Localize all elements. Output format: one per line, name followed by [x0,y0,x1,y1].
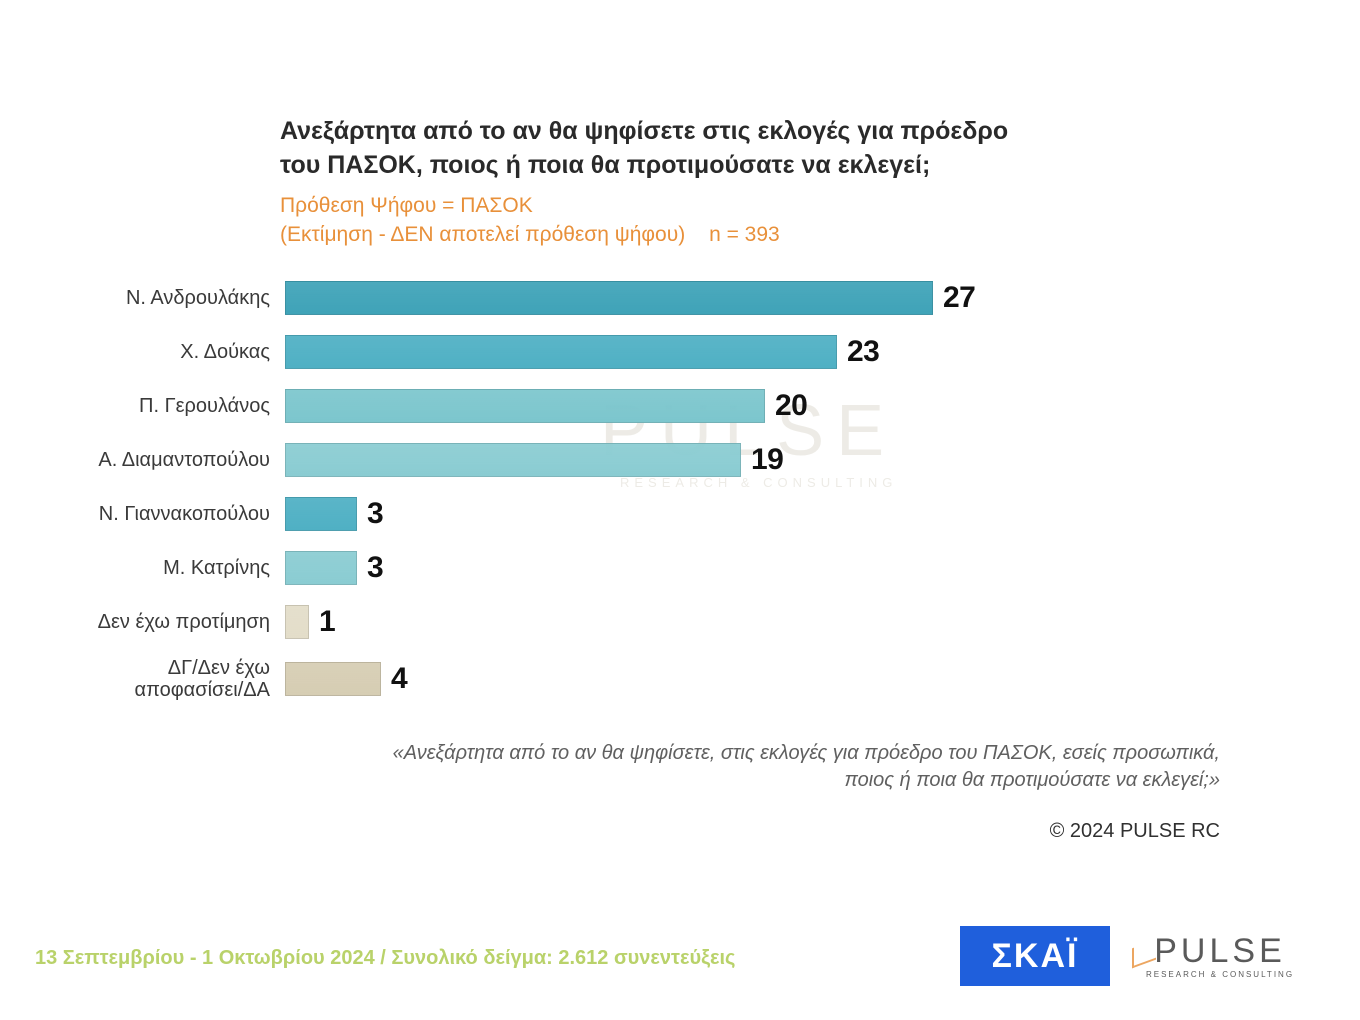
bar-value: 3 [367,551,383,585]
category-label: Ν. Ανδρουλάκης [70,287,285,309]
chart-title: Ανεξάρτητα από το αν θα ψηφίσετε στις εκ… [280,115,1030,183]
question-text: «Ανεξάρτητα από το αν θα ψηφίσετε, στις … [350,740,1220,794]
bar-track: 4 [285,662,1220,696]
chart-row: Χ. Δούκας 23 [70,329,1220,374]
bar [285,281,933,315]
chart-row: Δεν έχω προτίμηση 1 [70,599,1220,644]
copyright: © 2024 PULSE RC [1050,820,1220,843]
bar-track: 19 [285,443,1220,477]
bar-track: 27 [285,281,1220,315]
chart-row: Α. Διαμαντοπούλου 19 [70,437,1220,482]
title-block: Ανεξάρτητα από το αν θα ψηφίσετε στις εκ… [280,115,1030,249]
chart-row: Ν. Γιαννακοπούλου 3 [70,491,1220,536]
skai-logo-text: ΣΚΑΪ [992,937,1079,976]
subtitle-line2: (Εκτίμηση - ΔΕΝ αποτελεί πρόθεση ψήφου) [280,223,685,246]
subtitle-line1: Πρόθεση Ψήφου = ΠΑΣΟΚ [280,194,533,217]
bar [285,605,309,639]
chart-subtitle: Πρόθεση Ψήφου = ΠΑΣΟΚ (Εκτίμηση - ΔΕΝ απ… [280,191,1030,250]
bar-value: 20 [775,389,807,423]
bar-value: 3 [367,497,383,531]
bar [285,389,765,423]
bar [285,335,837,369]
pulse-logo-text: PULSE [1154,934,1286,968]
bar-value: 4 [391,662,407,696]
bar [285,551,357,585]
category-label: Ν. Γιαννακοπούλου [70,503,285,525]
bar-track: 20 [285,389,1220,423]
bar-track: 23 [285,335,1220,369]
chart-row: Μ. Κατρίνης 3 [70,545,1220,590]
skai-logo: ΣΚΑΪ [960,926,1110,986]
bar-value: 23 [847,335,879,369]
category-label: ΔΓ/Δεν έχω αποφασίσει/ΔΑ [70,657,285,701]
bar-chart: Ν. Ανδρουλάκης 27 Χ. Δούκας 23 Π. Γερουλάνος… [70,275,1220,714]
pulse-logo-sub: RESEARCH & CONSULTING [1146,970,1294,979]
chart-row: Π. Γερουλάνος 20 [70,383,1220,428]
sample-size: n = 393 [709,220,780,249]
category-label: Χ. Δούκας [70,341,285,363]
bar-value: 27 [943,281,975,315]
bar [285,497,357,531]
bar-track: 3 [285,551,1220,585]
bar-track: 3 [285,497,1220,531]
bar-value: 1 [319,605,335,639]
chart-row: ΔΓ/Δεν έχω αποφασίσει/ΔΑ 4 [70,653,1220,705]
bar-track: 1 [285,605,1220,639]
bar [285,662,381,696]
footer-sample-info: 13 Σεπτεμβρίου - 1 Οκτωβρίου 2024 / Συνο… [35,947,735,970]
bar-value: 19 [751,443,783,477]
category-label: Δεν έχω προτίμηση [70,611,285,633]
bar [285,443,741,477]
category-label: Α. Διαμαντοπούλου [70,449,285,471]
category-label: Π. Γερουλάνος [70,395,285,417]
category-label: Μ. Κατρίνης [70,557,285,579]
chart-row: Ν. Ανδρουλάκης 27 [70,275,1220,320]
pulse-logo: PULSE RESEARCH & CONSULTING [1120,926,1320,986]
